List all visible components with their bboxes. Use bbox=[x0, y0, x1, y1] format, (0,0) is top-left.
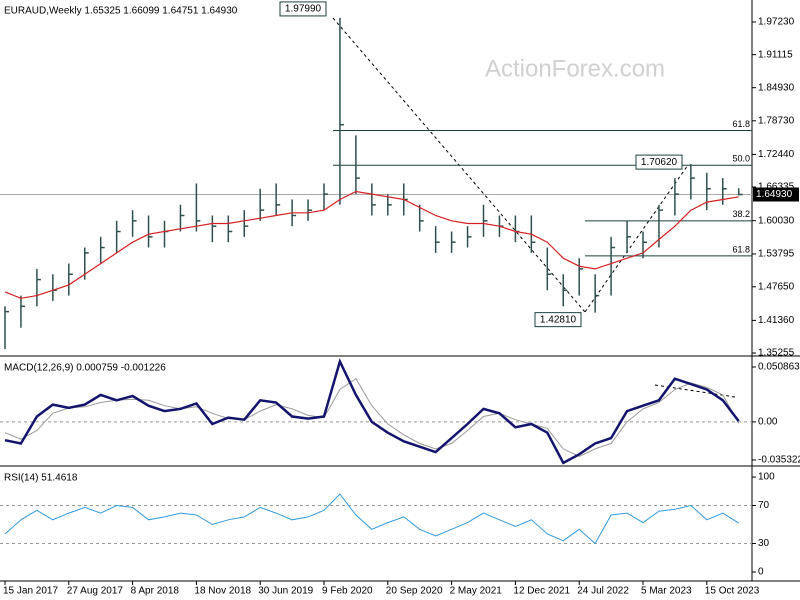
y-tick-label: 1.97230 bbox=[758, 17, 795, 28]
y-tick-label: 0.050863 bbox=[758, 362, 800, 373]
y-tick-label: 1.35255 bbox=[758, 348, 795, 359]
fib-label: 61.8 bbox=[732, 244, 750, 254]
x-tick-label: 30 Jun 2019 bbox=[258, 586, 313, 597]
y-tick-label: 1.78730 bbox=[758, 115, 795, 126]
y-tick-label: 1.72440 bbox=[758, 149, 795, 160]
x-tick-label: 15 Oct 2023 bbox=[705, 586, 760, 597]
fib-label: 61.8 bbox=[732, 119, 750, 129]
y-tick-label: -0.035322 bbox=[758, 455, 800, 466]
y-tick-label: 1.47650 bbox=[758, 281, 795, 292]
moving-average bbox=[4, 190, 739, 299]
x-tick-label: 12 Dec 2021 bbox=[513, 586, 570, 597]
y-tick-label: 1.84930 bbox=[758, 82, 795, 93]
series-line bbox=[4, 358, 740, 465]
last-price-box bbox=[753, 187, 799, 202]
y-tick-label: 0.00 bbox=[758, 417, 778, 428]
x-tick-label: 2 May 2021 bbox=[450, 586, 503, 597]
x-tick-label: 15 Jan 2017 bbox=[3, 586, 58, 597]
annotation-box bbox=[635, 154, 683, 170]
y-tick-label: 1.91115 bbox=[758, 49, 793, 60]
series-line bbox=[4, 377, 740, 457]
x-tick-label: 20 Sep 2020 bbox=[386, 586, 443, 597]
x-tick-label: 5 Mar 2023 bbox=[641, 586, 692, 597]
watermark: ActionForex.com bbox=[485, 55, 665, 82]
y-tick-label: 1.66335 bbox=[758, 182, 795, 193]
chart-title: EURAUD,Weekly 1.65325 1.66099 1.64751 1.… bbox=[4, 6, 238, 17]
y-tick-label: 70 bbox=[758, 500, 770, 511]
last-price-label: 1.64930 bbox=[756, 189, 793, 200]
y-tick-label: 30 bbox=[758, 538, 770, 549]
fib-label: 38.2 bbox=[732, 209, 750, 219]
y-tick-label: 1.41360 bbox=[758, 315, 795, 326]
y-tick-label: 1.53795 bbox=[758, 249, 795, 260]
x-tick-label: 9 Feb 2020 bbox=[322, 586, 373, 597]
annotation-box bbox=[534, 312, 582, 328]
x-tick-label: 8 Apr 2018 bbox=[131, 586, 180, 597]
annotation-box bbox=[279, 1, 327, 17]
rsi-title: RSI(14) 51.4618 bbox=[4, 473, 78, 484]
annotation-label: 1.42810 bbox=[540, 314, 577, 325]
annotation-label: 1.70620 bbox=[641, 157, 678, 168]
fib-label: 50.0 bbox=[732, 154, 750, 164]
x-tick-label: 24 Jul 2022 bbox=[577, 586, 629, 597]
macd-title: MACD(12,26,9) 0.000759 -0.001226 bbox=[4, 363, 166, 374]
x-tick-label: 18 Nov 2018 bbox=[194, 586, 251, 597]
y-tick-label: 100 bbox=[758, 472, 775, 483]
y-tick-label: 1.60030 bbox=[758, 215, 795, 226]
y-tick-label: 0 bbox=[758, 567, 764, 578]
series-line bbox=[4, 493, 739, 545]
annotation-label: 1.97990 bbox=[285, 4, 322, 15]
x-tick-label: 27 Aug 2017 bbox=[67, 586, 124, 597]
